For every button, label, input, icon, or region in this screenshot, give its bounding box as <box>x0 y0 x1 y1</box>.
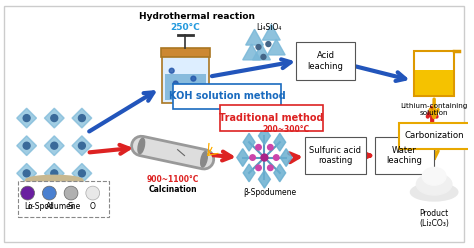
FancyBboxPatch shape <box>220 105 323 131</box>
Text: α-Spodumene: α-Spodumene <box>27 202 81 211</box>
Text: 900~1100°C: 900~1100°C <box>146 175 199 184</box>
FancyBboxPatch shape <box>4 6 464 242</box>
FancyBboxPatch shape <box>165 74 206 100</box>
Ellipse shape <box>138 138 145 154</box>
Text: Al: Al <box>46 202 53 211</box>
Text: 250°C: 250°C <box>171 23 201 32</box>
FancyBboxPatch shape <box>414 52 454 96</box>
Text: 200~300°C: 200~300°C <box>263 125 310 134</box>
Text: Lithium-containing
solution: Lithium-containing solution <box>401 103 468 116</box>
Polygon shape <box>20 179 89 197</box>
FancyBboxPatch shape <box>297 42 355 80</box>
Text: β-Spodumene: β-Spodumene <box>243 187 296 197</box>
Text: Li: Li <box>24 202 31 211</box>
Circle shape <box>256 45 261 50</box>
Text: Water
leaching: Water leaching <box>387 146 422 165</box>
Circle shape <box>23 170 30 177</box>
Circle shape <box>64 186 78 200</box>
Circle shape <box>173 81 178 86</box>
Circle shape <box>250 155 255 160</box>
Circle shape <box>51 170 58 177</box>
Polygon shape <box>72 136 92 155</box>
FancyBboxPatch shape <box>18 181 109 217</box>
Circle shape <box>256 145 261 150</box>
Polygon shape <box>237 149 249 166</box>
Circle shape <box>195 88 200 93</box>
Polygon shape <box>253 44 270 60</box>
FancyBboxPatch shape <box>162 54 209 103</box>
Ellipse shape <box>416 173 452 195</box>
Circle shape <box>43 186 56 200</box>
FancyBboxPatch shape <box>305 137 366 174</box>
FancyBboxPatch shape <box>173 84 281 109</box>
Circle shape <box>191 76 196 81</box>
Polygon shape <box>258 170 270 188</box>
Polygon shape <box>243 164 255 182</box>
Text: Si: Si <box>67 202 74 211</box>
Circle shape <box>169 68 174 73</box>
Circle shape <box>268 145 273 150</box>
Circle shape <box>268 165 273 171</box>
Text: Carbonization: Carbonization <box>404 131 464 140</box>
Text: Acid
leaching: Acid leaching <box>308 51 344 70</box>
Polygon shape <box>72 108 92 128</box>
Ellipse shape <box>201 152 207 167</box>
Polygon shape <box>17 108 36 128</box>
Circle shape <box>261 154 268 161</box>
Polygon shape <box>274 133 286 151</box>
Polygon shape <box>280 149 292 166</box>
Text: Traditional method: Traditional method <box>219 113 324 123</box>
Circle shape <box>273 155 279 160</box>
Circle shape <box>23 115 30 122</box>
Polygon shape <box>243 44 261 60</box>
Polygon shape <box>72 163 92 183</box>
Ellipse shape <box>410 183 458 201</box>
Polygon shape <box>258 127 270 145</box>
Polygon shape <box>246 29 264 45</box>
Circle shape <box>23 142 30 149</box>
Text: KOH solution method: KOH solution method <box>169 91 285 101</box>
Circle shape <box>78 170 85 177</box>
FancyBboxPatch shape <box>399 123 470 149</box>
Polygon shape <box>17 136 36 155</box>
Text: Hydrothermal reaction: Hydrothermal reaction <box>139 11 255 21</box>
Polygon shape <box>45 108 64 128</box>
Polygon shape <box>274 164 286 182</box>
Text: Li₄SiO₄: Li₄SiO₄ <box>257 23 282 32</box>
Polygon shape <box>267 39 285 55</box>
Circle shape <box>86 186 100 200</box>
Circle shape <box>266 42 271 47</box>
Circle shape <box>21 186 35 200</box>
Polygon shape <box>17 163 36 183</box>
Polygon shape <box>45 136 64 155</box>
Circle shape <box>78 142 85 149</box>
Circle shape <box>51 142 58 149</box>
Circle shape <box>180 91 185 96</box>
FancyBboxPatch shape <box>375 137 434 174</box>
Circle shape <box>51 115 58 122</box>
FancyBboxPatch shape <box>415 70 453 95</box>
Polygon shape <box>45 163 64 183</box>
Ellipse shape <box>26 175 83 185</box>
Polygon shape <box>243 133 255 151</box>
Circle shape <box>261 55 266 59</box>
Ellipse shape <box>422 167 446 185</box>
FancyBboxPatch shape <box>161 48 210 57</box>
Text: Product
(Li₂CO₃): Product (Li₂CO₃) <box>419 209 449 228</box>
Circle shape <box>256 165 261 171</box>
Text: O: O <box>90 202 96 211</box>
Polygon shape <box>263 24 280 40</box>
Text: Sulfuric acid
roasting: Sulfuric acid roasting <box>310 146 362 165</box>
Text: Calcination: Calcination <box>148 185 197 194</box>
Circle shape <box>78 115 85 122</box>
